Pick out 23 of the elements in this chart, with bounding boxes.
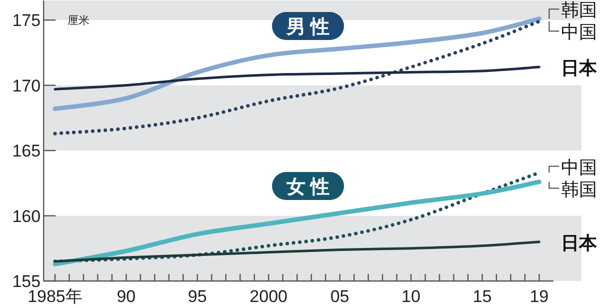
annotation: 女 性 xyxy=(285,177,330,198)
y-tick-label: 170 xyxy=(12,76,41,96)
series-label: 中国 xyxy=(561,157,598,178)
x-tick-label: 10 xyxy=(402,287,420,306)
series-label: 韩国 xyxy=(561,179,598,200)
x-tick-label: 2000 xyxy=(250,287,288,306)
series-label: 日本 xyxy=(561,232,598,253)
x-tick-label: 05 xyxy=(330,287,350,306)
series-label: 中国 xyxy=(561,22,598,42)
line-series xyxy=(54,66,540,90)
y-tick-label: 175 xyxy=(12,11,41,30)
x-tick-label: 19 xyxy=(530,287,549,306)
x-tick-label: 95 xyxy=(188,287,207,306)
x-tick-label: 15 xyxy=(472,287,492,306)
series-label: 日本 xyxy=(561,58,598,78)
series-label: 韩国 xyxy=(561,0,598,20)
x-tick-label: 90 xyxy=(116,287,136,306)
y-tick-label: 165 xyxy=(12,142,41,161)
line-series xyxy=(52,16,542,112)
annotation: 男 性 xyxy=(285,17,330,38)
y-axis-title: 厘米 xyxy=(68,14,90,28)
y-tick-label: 160 xyxy=(12,206,41,226)
line-series xyxy=(54,240,540,263)
